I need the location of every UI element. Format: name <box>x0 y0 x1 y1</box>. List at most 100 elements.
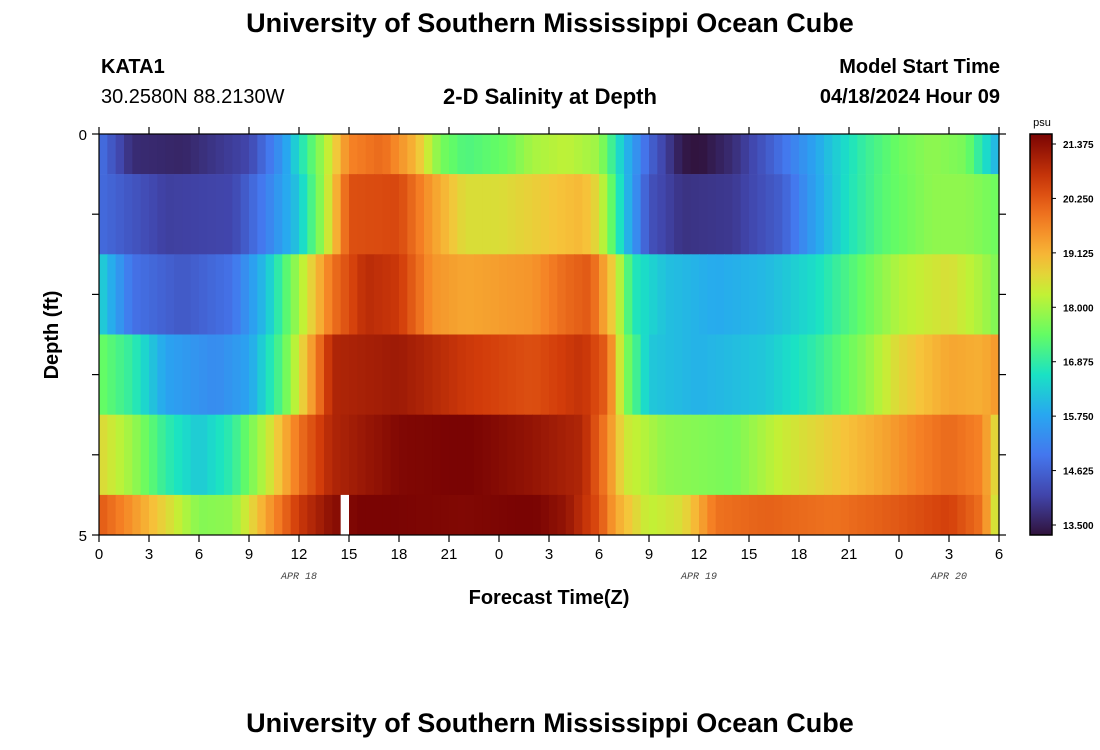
heatmap-cell <box>665 494 675 536</box>
x-date-label: APR 20 <box>930 572 967 583</box>
heatmap-cell <box>824 414 833 496</box>
heatmap-cell <box>249 494 258 536</box>
heatmap-cell <box>349 494 358 536</box>
heatmap-cell <box>390 494 400 536</box>
heatmap-cell <box>690 414 700 496</box>
heatmap-cell <box>140 254 150 335</box>
heatmap-cell <box>349 334 358 415</box>
heatmap-cell <box>715 494 725 536</box>
heatmap-cell <box>524 174 533 255</box>
heatmap-cell <box>765 134 775 175</box>
heatmap-cell <box>482 174 492 255</box>
heatmap-cell <box>382 334 392 415</box>
station-id: KATA1 <box>101 56 165 78</box>
heatmap-cell <box>799 414 808 496</box>
heatmap-cell <box>707 254 717 335</box>
heatmap-cell <box>249 414 258 496</box>
heatmap-cell <box>324 134 333 175</box>
heatmap-cell <box>682 494 692 536</box>
x-tick-label: 0 <box>895 546 903 563</box>
heatmap-cell <box>157 254 167 335</box>
heatmap-cell <box>307 414 317 496</box>
heatmap-cell <box>590 134 600 175</box>
heatmap-cell <box>849 414 858 496</box>
heatmap-cell <box>699 414 708 496</box>
heatmap-cell <box>507 134 517 175</box>
heatmap-cell <box>282 174 292 255</box>
heatmap-cell <box>782 494 792 536</box>
heatmap-cell <box>832 174 842 255</box>
heatmap-cell <box>315 334 325 415</box>
heatmap-cell <box>915 174 925 255</box>
heatmap-cell <box>740 414 750 496</box>
heatmap-cell <box>132 254 142 335</box>
heatmap-cell <box>515 174 525 255</box>
heatmap-cell <box>457 334 467 415</box>
heatmap-cell <box>899 494 908 536</box>
heatmap-cell <box>440 414 450 496</box>
heatmap-cell <box>340 134 350 175</box>
heatmap-cell <box>790 494 800 536</box>
heatmap-cell <box>965 174 975 255</box>
heatmap-cell <box>182 414 192 496</box>
heatmap-cell <box>457 414 467 496</box>
heatmap-cell <box>315 254 325 335</box>
heatmap-cell <box>274 174 283 255</box>
heatmap-cell <box>365 174 375 255</box>
heatmap-cell <box>157 494 167 536</box>
x-tick-label: 3 <box>145 546 153 563</box>
heatmap-cell <box>574 494 583 536</box>
heatmap-cell <box>774 134 783 175</box>
heatmap-cell <box>865 334 875 415</box>
heatmap-cell <box>199 494 208 536</box>
heatmap-cell <box>149 494 158 536</box>
heatmap-cell <box>907 334 917 415</box>
heatmap-cell <box>140 414 150 496</box>
heatmap-cell <box>924 334 933 415</box>
heatmap-cell <box>415 174 425 255</box>
heatmap-cell <box>982 334 992 415</box>
heatmap-cell <box>107 414 117 496</box>
heatmap-cell <box>549 494 558 536</box>
heatmap-cell <box>457 174 467 255</box>
heatmap-cell <box>674 174 683 255</box>
heatmap-cell <box>749 414 758 496</box>
heatmap-cell <box>624 334 633 415</box>
colorbar-tick-label: 15.750 <box>1063 412 1094 423</box>
heatmap-cell <box>582 134 592 175</box>
heatmap-cell <box>732 134 742 175</box>
heatmap-cell <box>132 174 142 255</box>
heatmap-cell <box>140 174 150 255</box>
heatmap-cell <box>665 254 675 335</box>
heatmap-cell <box>890 254 900 335</box>
heatmap-cell <box>824 254 833 335</box>
heatmap-cell <box>490 414 500 496</box>
heatmap-cell <box>640 494 650 536</box>
heatmap-cell <box>740 174 750 255</box>
heatmap-cell <box>682 174 692 255</box>
heatmap-cell <box>665 414 675 496</box>
heatmap-cell <box>865 134 875 175</box>
heatmap-cell <box>840 494 850 536</box>
heatmap-cell <box>432 414 442 496</box>
heatmap-cell <box>299 494 308 536</box>
heatmap-cell <box>465 174 475 255</box>
heatmap-cell <box>124 414 133 496</box>
heatmap-cell <box>615 334 625 415</box>
heatmap-cell <box>140 334 150 415</box>
heatmap-cell <box>165 494 175 536</box>
heatmap-cell <box>807 174 817 255</box>
heatmap-cell <box>199 134 208 175</box>
x-tick-label: 15 <box>741 546 758 563</box>
heatmap-cell <box>490 494 500 536</box>
heatmap-cell <box>557 254 567 335</box>
y-axis-title: Depth (ft) <box>41 291 63 380</box>
heatmap-cell <box>807 134 817 175</box>
heatmap-cell <box>857 494 867 536</box>
heatmap-cell <box>499 414 508 496</box>
heatmap-cell <box>157 334 167 415</box>
heatmap-cell <box>782 134 792 175</box>
heatmap-cell <box>557 134 567 175</box>
heatmap-cell <box>924 174 933 255</box>
heatmap-cell <box>782 414 792 496</box>
